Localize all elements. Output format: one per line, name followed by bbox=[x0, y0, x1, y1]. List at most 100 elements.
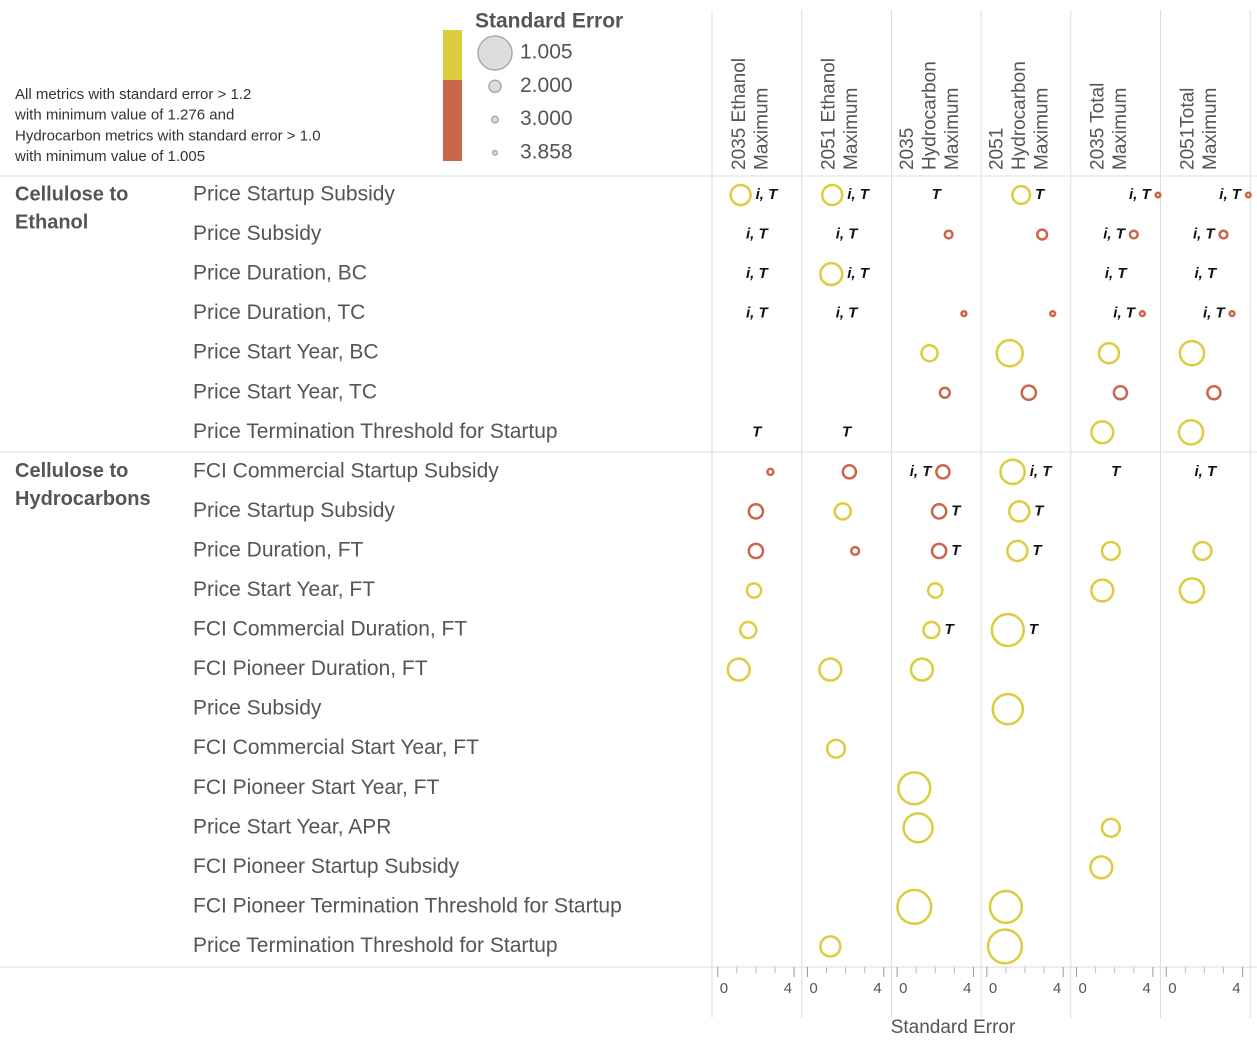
cell-note: i, T bbox=[1113, 305, 1137, 322]
panel-header: Hydrocarbon bbox=[1009, 61, 1030, 170]
legend-note: Hydrocarbon metrics with standard error … bbox=[15, 127, 321, 144]
panel-header: 2051 Ethanol bbox=[818, 58, 839, 170]
bubble bbox=[1112, 384, 1129, 401]
bubble bbox=[1244, 191, 1252, 199]
bubble bbox=[825, 738, 847, 759]
bubble bbox=[1036, 228, 1049, 241]
cell-note: T bbox=[752, 423, 763, 440]
bubble bbox=[1154, 191, 1162, 199]
cell-note: T bbox=[1034, 502, 1045, 519]
cell-note: T bbox=[1029, 621, 1040, 638]
bubble bbox=[943, 229, 954, 240]
bubble bbox=[747, 503, 765, 520]
cell-note: i, T bbox=[836, 305, 860, 322]
bubble bbox=[995, 338, 1025, 368]
bubble bbox=[1011, 184, 1032, 206]
bubble bbox=[1128, 229, 1139, 240]
bubble bbox=[920, 343, 939, 363]
cell-note: i, T bbox=[847, 186, 871, 203]
bubble bbox=[1228, 309, 1236, 318]
cell-note: T bbox=[842, 423, 853, 440]
bubble bbox=[1090, 420, 1115, 445]
bubble bbox=[1100, 817, 1122, 838]
bubble bbox=[729, 183, 752, 207]
panel-header: Maximum bbox=[942, 88, 963, 170]
bubble bbox=[739, 620, 758, 640]
group-label: Hydrocarbons bbox=[15, 488, 151, 510]
bubble bbox=[1008, 500, 1031, 523]
x-tick-label: 4 bbox=[784, 980, 792, 997]
cell-note: T bbox=[951, 542, 962, 559]
cell-note: i, T bbox=[1030, 463, 1054, 480]
bubble bbox=[935, 464, 951, 480]
panel-header: Maximum bbox=[841, 88, 862, 170]
bubble bbox=[930, 542, 948, 560]
row-label: Price Duration, TC bbox=[193, 301, 365, 324]
row-label: Price Termination Threshold for Startup bbox=[193, 420, 558, 443]
group-label: Cellulose to bbox=[15, 460, 128, 482]
x-tick-label: 0 bbox=[720, 980, 728, 997]
bubble bbox=[820, 183, 844, 207]
bubble bbox=[819, 935, 842, 958]
row-label: Price Startup Subsidy bbox=[193, 183, 395, 206]
size-legend-label: 3.858 bbox=[520, 140, 573, 163]
bubble bbox=[841, 464, 858, 480]
row-label: Price Start Year, TC bbox=[193, 380, 377, 403]
panel-header: Maximum bbox=[751, 88, 772, 170]
cell-note: i, T bbox=[1193, 226, 1217, 243]
panel-header: Maximum bbox=[1032, 88, 1053, 170]
x-tick-label: 4 bbox=[873, 980, 881, 997]
bubble bbox=[1020, 384, 1038, 402]
color-legend-low bbox=[443, 30, 462, 80]
panel-header: 2051 bbox=[987, 128, 1008, 170]
bubble bbox=[1100, 540, 1122, 562]
x-tick-label: 4 bbox=[1053, 980, 1061, 997]
row-label: Price Duration, FT bbox=[193, 538, 364, 561]
bubble bbox=[1177, 418, 1205, 446]
bubble bbox=[1089, 855, 1114, 880]
group-label: Ethanol bbox=[15, 211, 88, 233]
row-label: Price Start Year, BC bbox=[193, 341, 379, 364]
bubble bbox=[850, 545, 861, 557]
panel-header: 2035 Total bbox=[1088, 83, 1109, 170]
legend-note: with minimum value of 1.005 bbox=[14, 148, 205, 165]
bubble bbox=[930, 503, 948, 520]
bubble bbox=[726, 657, 751, 682]
bubble bbox=[896, 888, 933, 926]
cell-note: i, T bbox=[1219, 186, 1243, 203]
size-legend-mark bbox=[488, 79, 502, 94]
bubble bbox=[745, 582, 763, 599]
bubble bbox=[938, 386, 951, 399]
cell-note: T bbox=[1032, 542, 1043, 559]
x-axis-title: Standard Error bbox=[891, 1017, 1016, 1038]
row-label: Price Start Year, APR bbox=[193, 815, 391, 838]
bubble bbox=[922, 620, 941, 640]
row-label: FCI Pioneer Startup Subsidy bbox=[193, 855, 460, 878]
panel-header: Hydrocarbon bbox=[919, 61, 940, 170]
legend-note: with minimum value of 1.276 and bbox=[14, 107, 234, 124]
size-legend-mark bbox=[477, 35, 513, 71]
x-tick-label: 4 bbox=[963, 980, 971, 997]
legend-note: All metrics with standard error > 1.2 bbox=[15, 86, 251, 103]
group-label: Cellulose to bbox=[15, 183, 128, 205]
bubble bbox=[999, 458, 1026, 486]
cell-note: i, T bbox=[746, 226, 770, 243]
row-label: Price Start Year, FT bbox=[193, 578, 375, 601]
bubble bbox=[909, 657, 935, 682]
panel-header: 2051Total bbox=[1177, 88, 1198, 170]
bubble bbox=[819, 261, 844, 287]
row-label: Price Termination Threshold for Startup bbox=[193, 934, 558, 957]
cell-note: i, T bbox=[1195, 463, 1219, 480]
x-tick-label: 0 bbox=[989, 980, 997, 997]
panel-header: 2035 Ethanol bbox=[729, 58, 750, 170]
bubble bbox=[926, 582, 944, 599]
row-label: FCI Pioneer Termination Threshold for St… bbox=[193, 894, 622, 917]
bubble bbox=[1138, 309, 1147, 318]
panel-header: Maximum bbox=[1200, 88, 1221, 170]
bubble bbox=[1097, 341, 1121, 365]
size-legend-mark bbox=[491, 149, 499, 156]
size-legend-label: 3.000 bbox=[520, 107, 573, 130]
bubble bbox=[897, 771, 932, 806]
x-tick-label: 4 bbox=[1143, 980, 1151, 997]
